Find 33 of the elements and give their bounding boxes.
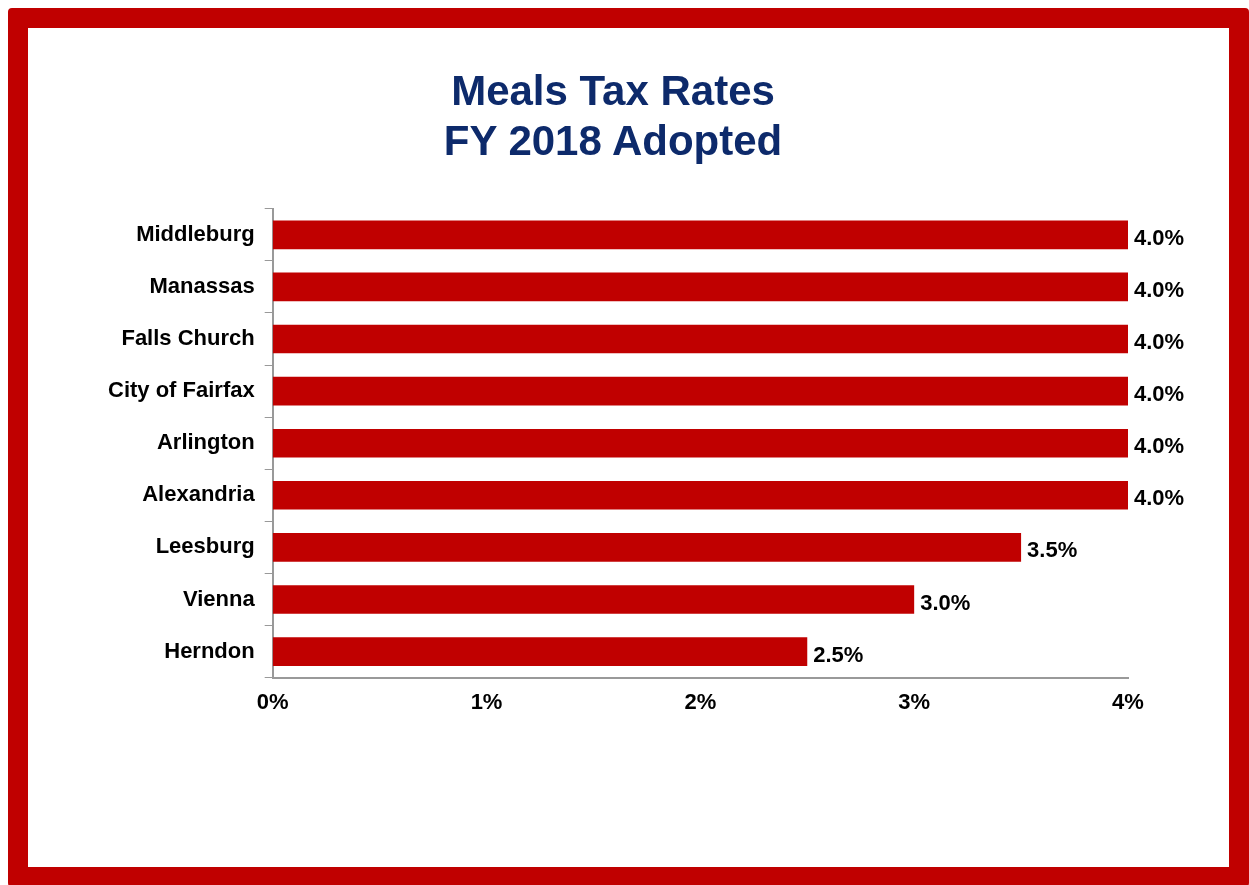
y-tick-label: Middleburg <box>136 220 255 246</box>
y-tick-label: Falls Church <box>121 325 255 351</box>
y-tick-label: Leesburg <box>155 533 255 559</box>
bar <box>272 637 808 666</box>
x-tick-label: 3% <box>898 688 931 714</box>
x-tick-label: 4% <box>1112 688 1144 714</box>
x-tick-label: 1% <box>470 688 503 714</box>
y-tick-label: City of Fairfax <box>107 377 256 403</box>
chart-title: Meals Tax Rates FY 2018 Adopted <box>443 66 783 165</box>
data-label: 4.0% <box>1134 277 1185 302</box>
data-label: 3.5% <box>1027 537 1078 563</box>
y-tick-label: Alexandria <box>142 481 256 507</box>
data-label: 2.5% <box>813 641 864 667</box>
y-tick-label: Herndon <box>164 637 255 663</box>
y-tick-label: Vienna <box>182 585 256 611</box>
data-label: 4.0% <box>1134 329 1185 355</box>
bar <box>272 324 1128 354</box>
data-label: 3.0% <box>920 589 971 615</box>
data-label: 4.0% <box>1134 433 1185 459</box>
y-tick-label: Arlington <box>156 429 255 455</box>
bar <box>272 272 1128 302</box>
y-tick-label: Manassas <box>149 273 255 298</box>
x-tick-label: 0% <box>256 688 289 714</box>
x-tick-label: 2% <box>684 688 717 714</box>
data-label: 4.0% <box>1134 224 1185 250</box>
bar <box>272 533 1022 562</box>
bar <box>272 376 1128 406</box>
bar <box>272 585 915 614</box>
bar <box>272 480 1128 510</box>
data-label: 4.0% <box>1134 381 1185 407</box>
bar <box>272 220 1128 250</box>
bar <box>272 428 1128 458</box>
data-label: 4.0% <box>1134 485 1185 511</box>
